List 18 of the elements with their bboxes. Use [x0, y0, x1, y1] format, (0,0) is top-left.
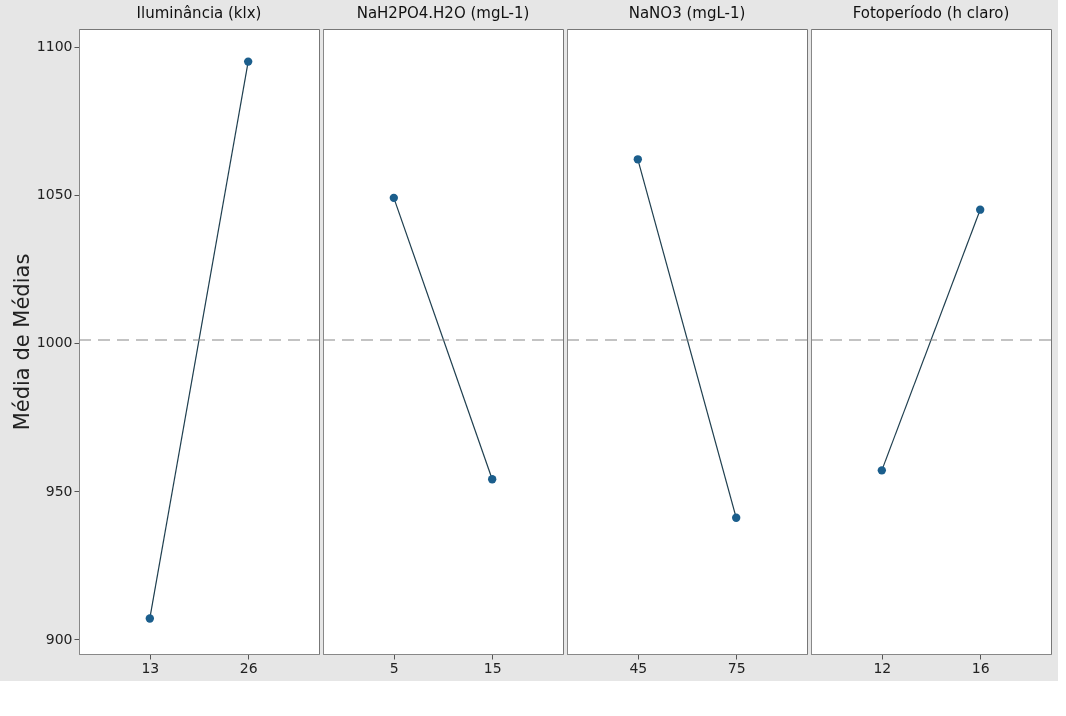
- y-tick-label: 950: [45, 482, 73, 499]
- x-tick-label: 45: [629, 659, 648, 676]
- x-tick-label: 13: [141, 659, 160, 676]
- chart-title: Iluminância (klx): [136, 4, 262, 22]
- x-tick-label: 16: [971, 659, 990, 676]
- y-tick-label: 900: [45, 630, 73, 647]
- y-axis-title: Média de Médias: [9, 253, 34, 431]
- x-tick-label: 12: [873, 659, 892, 676]
- chart-title: NaNO3 (mgL-1): [628, 4, 746, 22]
- x-tick-label: 15: [483, 659, 502, 676]
- y-tick-label: 1000: [36, 334, 73, 351]
- y-tick-label: 1050: [36, 186, 73, 203]
- y-tick-label: 1100: [36, 38, 73, 55]
- x-tick-label: 5: [389, 659, 399, 676]
- chart-title: Fotoperíodo (h claro): [852, 4, 1010, 22]
- x-tick-label: 26: [239, 659, 258, 676]
- x-tick-label: 75: [727, 659, 746, 676]
- chart-title: NaH2PO4.H2O (mgL-1): [356, 4, 530, 22]
